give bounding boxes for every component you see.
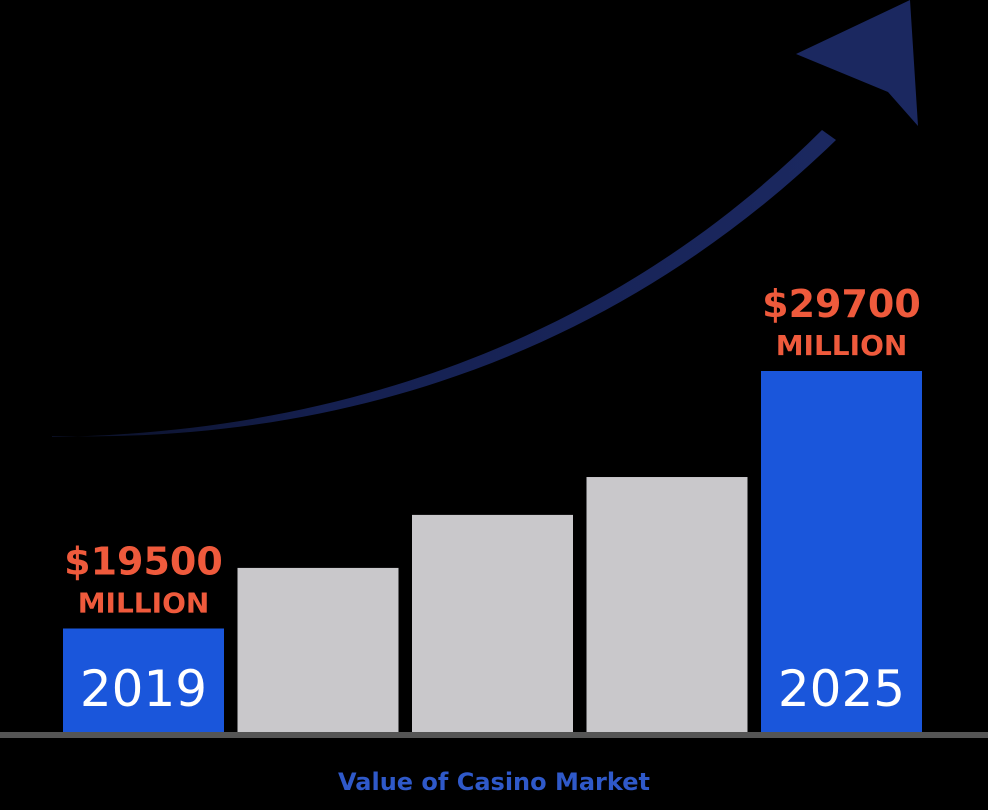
category-label-0: 2019 [80,660,207,718]
category-label-4: 2025 [778,660,905,718]
value-label-amount-0: $19500 [64,539,223,583]
x-axis-label: Value of Casino Market [338,768,650,796]
value-label-amount-4: $29700 [762,282,921,326]
bar-4 [761,371,922,732]
bar-0 [63,628,224,732]
bar-1 [237,567,399,732]
bar-3 [586,477,748,732]
trend-arrow-icon [52,130,836,437]
trend-arrowhead-icon [796,0,918,126]
value-label-unit-0: MILLION [78,586,210,619]
value-label-unit-4: MILLION [776,329,908,362]
bar-2 [412,514,573,732]
